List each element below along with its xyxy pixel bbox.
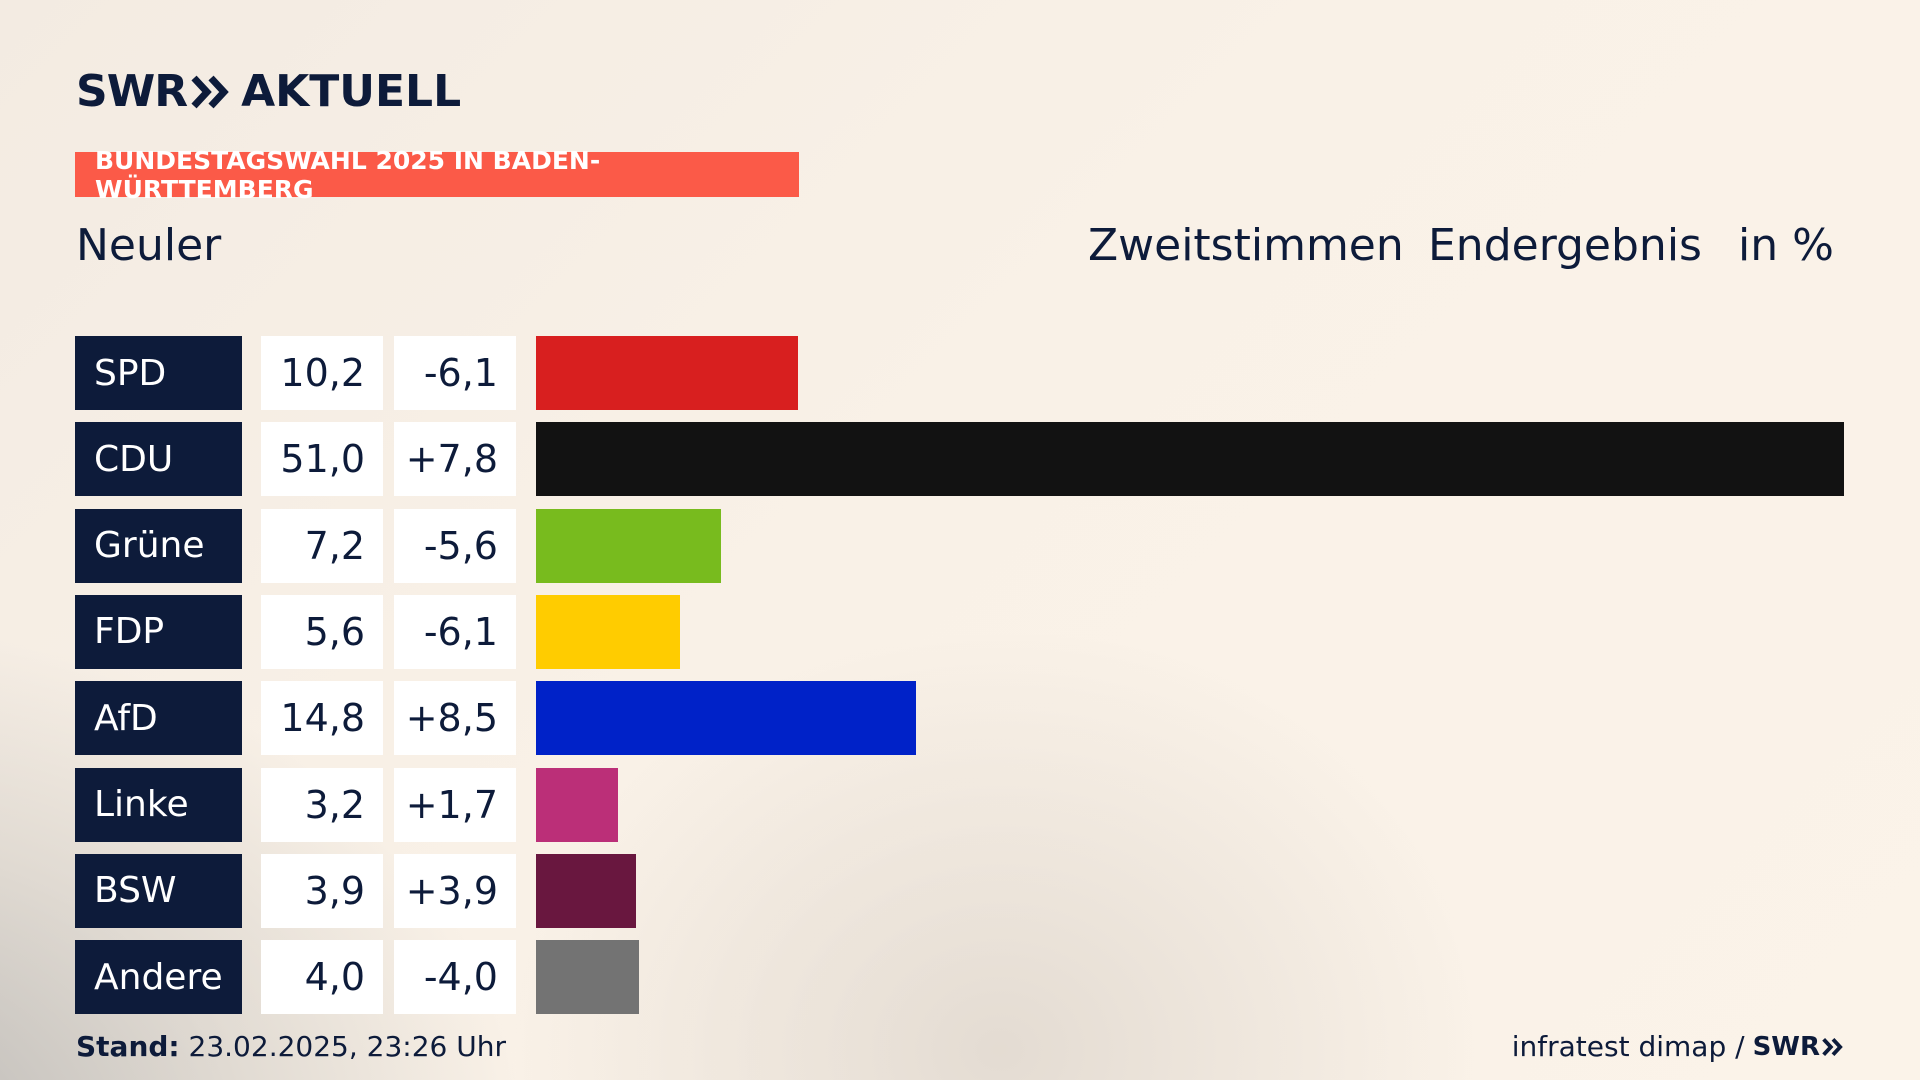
change-value: +8,5: [394, 681, 516, 756]
vote-type-label: Zweitstimmen: [1088, 220, 1404, 271]
result-bar: [536, 940, 639, 1015]
party-label: Andere: [75, 940, 242, 1015]
result-bar: [536, 853, 637, 928]
result-bar: [536, 767, 619, 842]
result-bar: [536, 508, 721, 583]
party-label: AfD: [75, 681, 242, 756]
party-label: BSW: [75, 853, 242, 928]
party-label: Linke: [75, 767, 242, 842]
unit-label: in %: [1738, 220, 1834, 271]
result-value: 5,6: [261, 594, 383, 669]
change-value: -4,0: [394, 940, 516, 1015]
result-bar: [536, 681, 916, 756]
change-value: -6,1: [394, 594, 516, 669]
source-logo-text: SWR: [1752, 1031, 1820, 1062]
result-value: 4,0: [261, 940, 383, 1015]
result-value: 14,8: [261, 681, 383, 756]
location-title: Neuler: [76, 220, 222, 271]
source-credit: infratest dimap / SWR: [1512, 1030, 1844, 1063]
result-value: 10,2: [261, 336, 383, 410]
party-label: FDP: [75, 594, 242, 669]
election-banner: BUNDESTAGSWAHL 2025 IN BADEN-WÜRTTEMBERG: [75, 146, 799, 204]
result-value: 51,0: [261, 422, 383, 497]
party-label: SPD: [75, 336, 242, 410]
result-value: 7,2: [261, 508, 383, 583]
source-text: infratest dimap /: [1511, 1030, 1745, 1063]
change-value: +1,7: [394, 767, 516, 842]
change-value: +3,9: [394, 853, 516, 928]
change-value: -5,6: [394, 508, 516, 583]
result-bar: [536, 422, 1844, 497]
change-value: +7,8: [394, 422, 516, 497]
source-logo: SWR: [1753, 1032, 1844, 1062]
change-value: -6,1: [394, 336, 516, 410]
logo-swr-text: SWR: [76, 66, 188, 117]
stand-label: Stand:: [76, 1030, 180, 1063]
party-label: CDU: [75, 422, 242, 497]
party-label: Grüne: [75, 508, 242, 583]
result-bar: [536, 336, 798, 410]
double-chevron-icon-small: [1822, 1037, 1843, 1056]
double-chevron-icon: [191, 75, 229, 109]
stand-value: 23.02.2025, 23:26 Uhr: [188, 1030, 506, 1063]
result-value: 3,9: [261, 853, 383, 928]
result-bar: [536, 594, 680, 669]
timestamp: Stand: 23.02.2025, 23:26 Uhr: [76, 1030, 506, 1063]
result-value: 3,2: [261, 767, 383, 842]
result-status-label: Endergebnis: [1428, 220, 1702, 271]
logo-aktuell-text: AKTUELL: [241, 66, 462, 117]
swr-aktuell-logo: SWR AKTUELL: [76, 70, 461, 114]
